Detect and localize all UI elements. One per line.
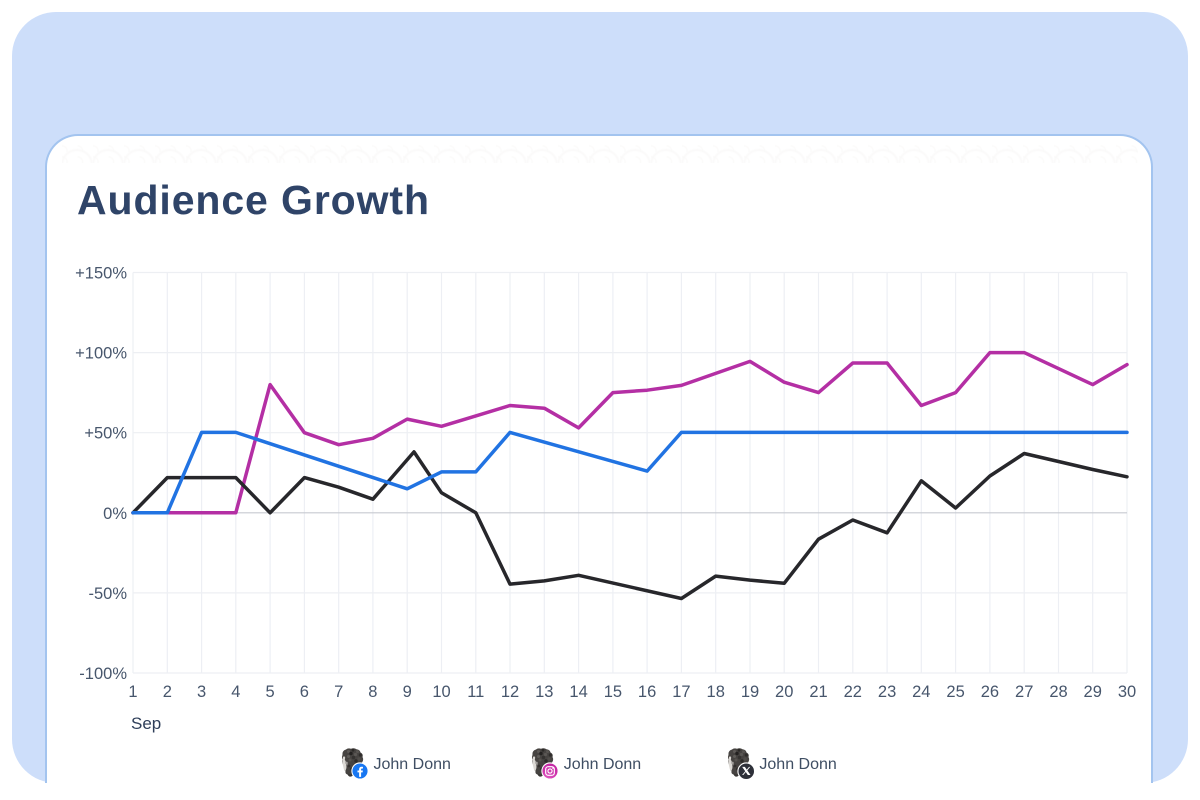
svg-text:+50%: +50% (84, 425, 127, 443)
svg-text:20: 20 (775, 683, 793, 701)
svg-text:13: 13 (535, 683, 553, 701)
svg-text:7: 7 (334, 683, 343, 701)
svg-text:14: 14 (569, 683, 587, 701)
svg-text:23: 23 (878, 683, 896, 701)
svg-text:6: 6 (300, 683, 309, 701)
svg-text:10: 10 (432, 683, 450, 701)
svg-text:-50%: -50% (88, 585, 127, 603)
svg-text:0%: 0% (103, 505, 127, 523)
svg-text:1: 1 (128, 683, 137, 701)
svg-text:30: 30 (1118, 683, 1136, 701)
svg-text:12: 12 (501, 683, 519, 701)
svg-text:4: 4 (231, 683, 240, 701)
svg-text:29: 29 (1084, 683, 1102, 701)
svg-text:27: 27 (1015, 683, 1033, 701)
svg-text:+100%: +100% (75, 345, 127, 363)
svg-text:26: 26 (981, 683, 999, 701)
svg-text:-100%: -100% (79, 665, 127, 683)
svg-text:28: 28 (1049, 683, 1067, 701)
svg-text:21: 21 (809, 683, 827, 701)
svg-text:11: 11 (467, 683, 484, 701)
svg-text:2: 2 (163, 683, 172, 701)
svg-text:3: 3 (197, 683, 206, 701)
svg-text:8: 8 (368, 683, 377, 701)
svg-text:5: 5 (266, 683, 275, 701)
svg-text:24: 24 (912, 683, 930, 701)
svg-text:19: 19 (741, 683, 759, 701)
svg-text:Sep: Sep (131, 714, 161, 733)
svg-text:18: 18 (707, 683, 725, 701)
svg-text:17: 17 (672, 683, 690, 701)
svg-text:9: 9 (403, 683, 412, 701)
svg-text:22: 22 (844, 683, 862, 701)
svg-text:+150%: +150% (75, 265, 127, 283)
svg-text:25: 25 (946, 683, 964, 701)
svg-text:16: 16 (638, 683, 656, 701)
svg-text:15: 15 (604, 683, 622, 701)
